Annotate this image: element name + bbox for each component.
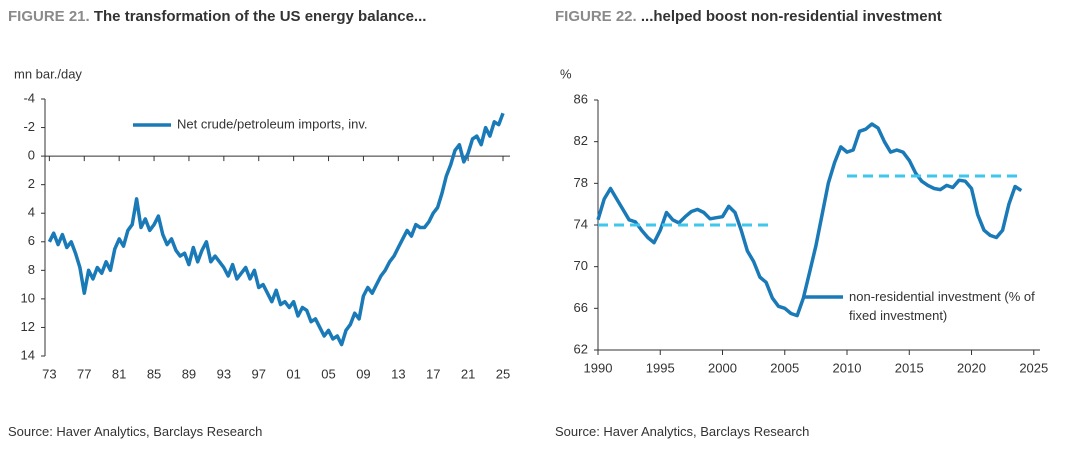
figure-header: FIGURE 22. ...helped boost non-residenti… xyxy=(555,8,942,25)
y-tick-label: 8 xyxy=(28,262,35,277)
x-tick-label: 1995 xyxy=(646,360,675,375)
x-tick-label: 2020 xyxy=(957,360,986,375)
x-tick-label: 25 xyxy=(496,366,510,381)
y-tick-label: 4 xyxy=(28,205,35,220)
x-tick-label: 97 xyxy=(252,366,266,381)
y-tick-label: 86 xyxy=(574,91,588,106)
x-tick-label: 17 xyxy=(426,366,440,381)
y-tick-label: 74 xyxy=(574,216,588,231)
legend-label: Net crude/petroleum imports, inv. xyxy=(177,116,368,131)
y-tick-label: 2 xyxy=(28,176,35,191)
y-tick-label: 6 xyxy=(28,233,35,248)
x-tick-label: 2000 xyxy=(708,360,737,375)
y-tick-label: 78 xyxy=(574,175,588,190)
x-tick-label: 73 xyxy=(42,366,56,381)
series-line xyxy=(47,112,505,347)
series-line xyxy=(596,122,1023,318)
y-tick-label: 10 xyxy=(21,290,35,305)
source-note: Source: Haver Analytics, Barclays Resear… xyxy=(555,424,810,439)
y-tick-label: 62 xyxy=(574,341,588,356)
chart-title: ...helped boost non-residential investme… xyxy=(640,8,942,25)
y-tick-label: 70 xyxy=(574,258,588,273)
x-tick-label: 93 xyxy=(217,366,231,381)
y-tick-label: 0 xyxy=(28,148,35,163)
x-tick-label: 2025 xyxy=(1019,360,1048,375)
x-tick-label: 2015 xyxy=(895,360,924,375)
x-tick-label: 2010 xyxy=(833,360,862,375)
y-tick-label: 12 xyxy=(21,319,35,334)
x-tick-label: 1990 xyxy=(584,360,613,375)
figure-label: FIGURE 22. xyxy=(555,8,637,25)
x-tick-label: 21 xyxy=(461,366,475,381)
legend-label: non-residential investment (% of fixed i… xyxy=(849,289,1035,323)
x-tick-label: 81 xyxy=(112,366,126,381)
y-axis-label: mn bar./day xyxy=(14,66,82,81)
figure-label: FIGURE 21. xyxy=(8,8,90,25)
y-tick-label: -4 xyxy=(23,90,35,105)
figure-header: FIGURE 21. The transformation of the US … xyxy=(8,8,426,25)
x-tick-label: 89 xyxy=(182,366,196,381)
x-tick-label: 77 xyxy=(77,366,91,381)
x-tick-label: 01 xyxy=(286,366,300,381)
chart-title: The transformation of the US energy bala… xyxy=(93,8,427,25)
x-tick-label: 13 xyxy=(391,366,405,381)
y-tick-label: 82 xyxy=(574,133,588,148)
x-tick-label: 05 xyxy=(321,366,335,381)
y-tick-label: 14 xyxy=(21,347,35,362)
y-tick-label: 66 xyxy=(574,300,588,315)
x-tick-label: 09 xyxy=(356,366,370,381)
source-note: Source: Haver Analytics, Barclays Resear… xyxy=(8,424,263,439)
x-tick-label: 2005 xyxy=(770,360,799,375)
y-axis-label: % xyxy=(560,66,572,81)
y-tick-label: -2 xyxy=(23,119,35,134)
x-tick-label: 85 xyxy=(147,366,161,381)
